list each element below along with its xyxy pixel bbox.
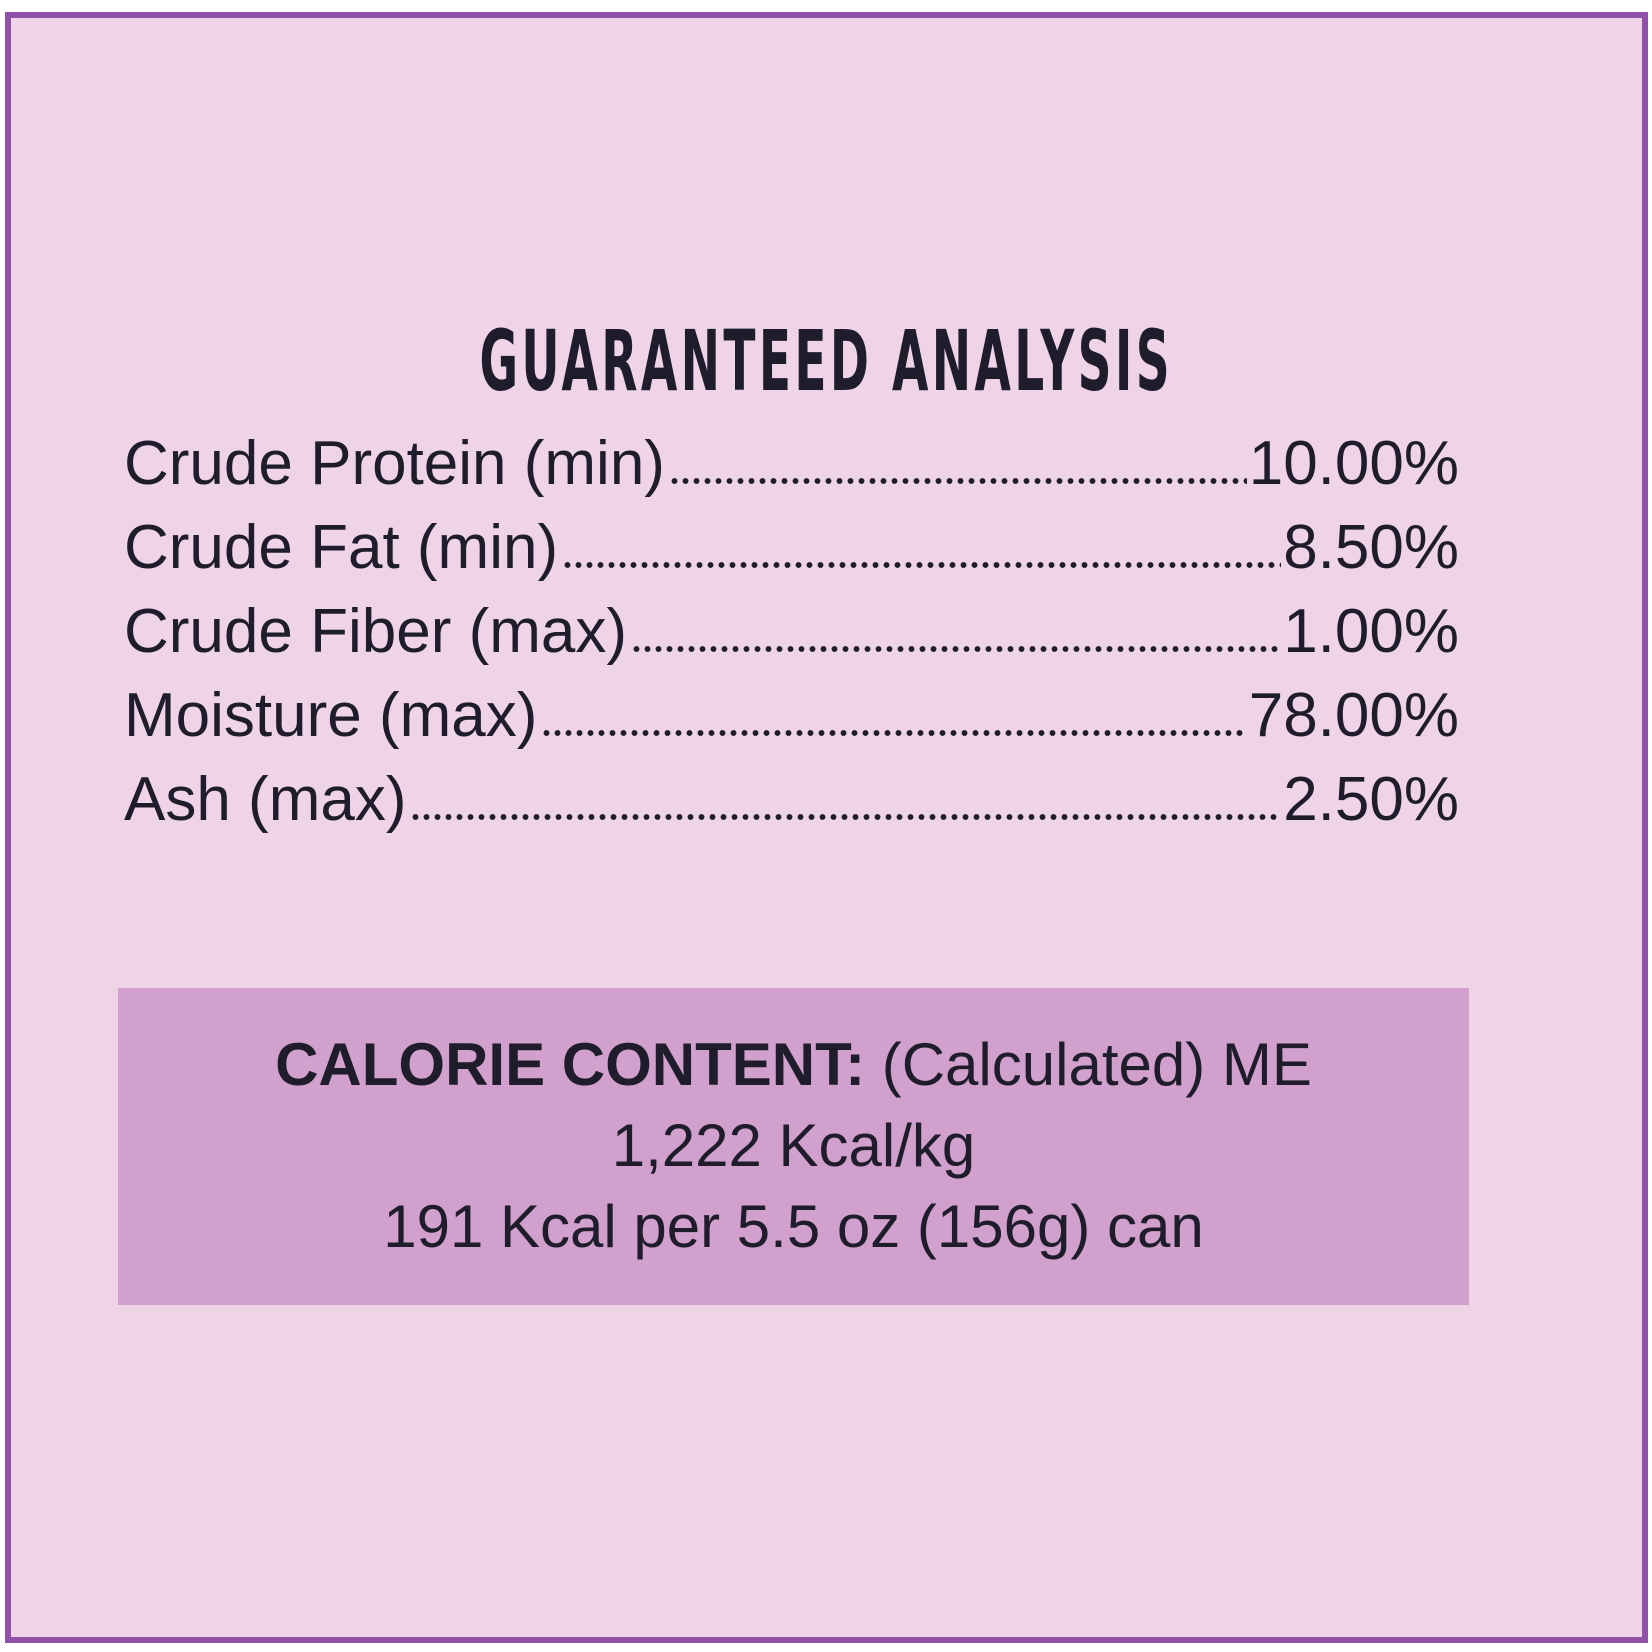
dot-leader bbox=[631, 644, 1282, 654]
nutrient-label: Crude Fiber (max) bbox=[124, 597, 627, 666]
nutrient-label: Crude Protein (min) bbox=[124, 429, 665, 498]
calorie-heading-line: CALORIE CONTENT: (Calculated) ME bbox=[118, 1024, 1469, 1105]
nutrient-value: 1.00% bbox=[1283, 597, 1459, 666]
title: GUARANTEED ANALYSIS bbox=[479, 312, 1174, 410]
label-panel: GUARANTEED ANALYSIS Crude Protein (min) 1… bbox=[5, 12, 1648, 1643]
dot-leader bbox=[410, 812, 1282, 822]
dot-leader bbox=[541, 728, 1247, 738]
calorie-line: 191 Kcal per 5.5 oz (156g) can bbox=[383, 1193, 1204, 1260]
nutrient-label: Ash (max) bbox=[124, 765, 407, 834]
nutrient-value: 10.00% bbox=[1248, 429, 1459, 498]
nutrient-value: 78.00% bbox=[1248, 681, 1459, 750]
dot-leader bbox=[668, 476, 1247, 486]
nutrient-label: Crude Fat (min) bbox=[124, 513, 559, 582]
analysis-list: Crude Protein (min) 10.00% Crude Fat (min)… bbox=[124, 422, 1459, 842]
analysis-row: Crude Fiber (max) 1.00% bbox=[124, 590, 1459, 674]
analysis-row: Moisture (max) 78.00% bbox=[124, 674, 1459, 758]
nutrient-value: 8.50% bbox=[1283, 513, 1459, 582]
title-area: GUARANTEED ANALYSIS bbox=[11, 313, 1642, 409]
calorie-heading: CALORIE CONTENT: bbox=[275, 1031, 866, 1098]
calorie-box: CALORIE CONTENT: (Calculated) ME 1,222 K… bbox=[118, 988, 1469, 1305]
dot-leader bbox=[562, 560, 1282, 570]
nutrient-value: 2.50% bbox=[1283, 765, 1459, 834]
nutrient-label: Moisture (max) bbox=[124, 681, 538, 750]
analysis-row: Ash (max) 2.50% bbox=[124, 758, 1459, 842]
analysis-row: Crude Protein (min) 10.00% bbox=[124, 422, 1459, 506]
calorie-line: 1,222 Kcal/kg bbox=[611, 1112, 976, 1179]
calorie-basis: (Calculated) ME bbox=[881, 1031, 1312, 1098]
analysis-row: Crude Fat (min) 8.50% bbox=[124, 506, 1459, 590]
